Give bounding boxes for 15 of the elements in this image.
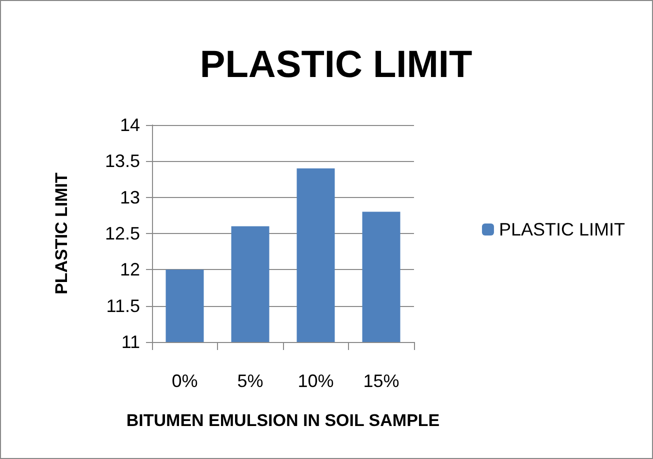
y-tick-label: 14 [120, 115, 140, 135]
y-tick-label: 11 [121, 332, 140, 352]
y-tick-label: 13.5 [104, 151, 140, 172]
x-tick-label: 10% [298, 371, 334, 391]
y-tick-label: 11.5 [106, 296, 140, 316]
x-tick-label: 15% [363, 371, 400, 391]
x-tick-label: 0% [172, 371, 198, 391]
chart-title: PLASTIC LIMIT [200, 44, 472, 86]
y-tick-label: 12.5 [104, 224, 140, 244]
y-tick-label: 13 [120, 187, 140, 208]
x-axis-title: BITUMEN EMULSION IN SOIL SAMPLE [126, 411, 440, 430]
legend-label: PLASTIC LIMIT [498, 220, 626, 240]
y-axis-title: PLASTIC LIMIT [52, 172, 71, 294]
y-tick-label: 12 [120, 260, 140, 280]
x-tick-label: 5% [237, 371, 264, 391]
